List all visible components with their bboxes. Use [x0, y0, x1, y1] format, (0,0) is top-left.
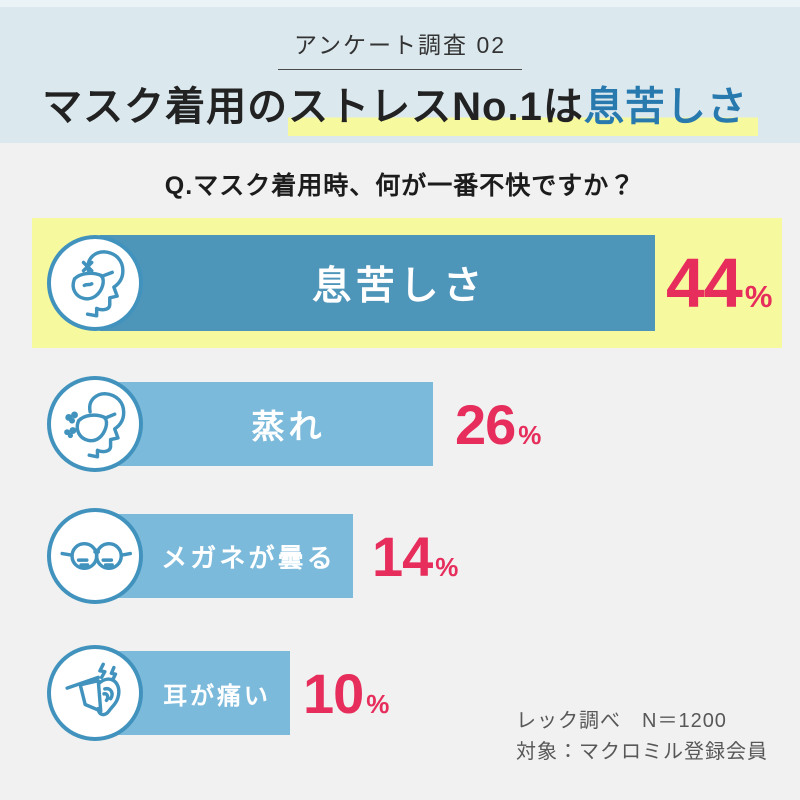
title-plain: マスク着用の	[42, 85, 289, 129]
value-label-ear-pain: 10%	[303, 651, 389, 735]
percent-number: 26	[455, 392, 516, 456]
source-line-2: 対象：マクロミル登録会員	[516, 741, 768, 763]
header-band: アンケート調査 02 マスク着用のストレスNo.1は息苦しさ	[0, 0, 800, 143]
percent-unit: %	[435, 551, 459, 582]
value-label-stuffiness: 26%	[455, 382, 541, 466]
value-label-foggy-glasses: 14%	[372, 514, 458, 598]
header-top-strip	[0, 0, 800, 7]
source-note: レック調べ N＝1200 対象：マクロミル登録会員	[516, 706, 768, 768]
foggy-glasses-icon	[47, 508, 143, 604]
title-highlighted: ストレスNo.1は	[288, 85, 584, 136]
page-title: マスク着用のストレスNo.1は息苦しさ	[0, 74, 800, 136]
bar-label: 耳が痛い	[163, 682, 271, 710]
bar-label: 息苦しさ	[312, 265, 487, 308]
bar-stuffiness: 蒸れ	[100, 382, 433, 466]
percent-number: 10	[303, 661, 364, 725]
percent-number: 14	[372, 524, 433, 588]
percent-unit: %	[744, 279, 773, 314]
title-accent: 息苦しさ	[583, 85, 758, 136]
percent-number: 44	[666, 244, 743, 322]
masked-face-breathless-icon	[47, 235, 143, 331]
question-text: Q.マスク着用時、何が一番不快ですか？	[164, 172, 636, 200]
bar-label: メガネが曇る	[161, 542, 336, 573]
bar-breathlessness: 息苦しさ	[100, 235, 655, 331]
bar-label: 蒸れ	[251, 408, 326, 445]
percent-unit: %	[518, 419, 542, 450]
ear-pain-icon	[47, 645, 143, 741]
source-line-1: レック調べ N＝1200	[516, 710, 727, 732]
percent-unit: %	[366, 688, 390, 719]
survey-label-text: アンケート調査 02	[277, 26, 523, 70]
masked-face-steam-icon	[47, 376, 143, 472]
survey-label: アンケート調査 02	[0, 26, 800, 70]
value-label-breathlessness: 44%	[666, 235, 772, 331]
